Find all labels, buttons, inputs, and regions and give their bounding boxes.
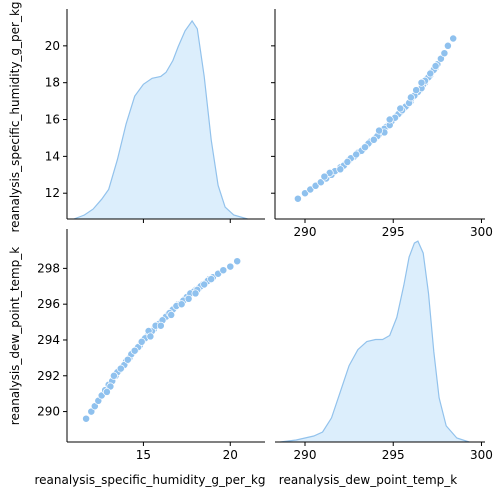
scatter-point <box>412 86 421 95</box>
scatter-point <box>443 41 452 50</box>
scatter-point <box>177 300 186 309</box>
panel-humidity-density <box>73 19 248 220</box>
scatter-point <box>325 168 334 177</box>
scatter-point <box>369 135 378 144</box>
y-axis-label-dewpoint: reanalysis_dew_point_temp_k <box>8 247 22 425</box>
scatter-point <box>82 414 91 423</box>
scatter-point <box>431 62 440 71</box>
y-tick-label: 296 <box>37 297 60 311</box>
scatter-point <box>417 78 426 87</box>
scatter-point <box>449 34 458 43</box>
y-tick-label: 292 <box>37 369 60 383</box>
scatter-point <box>336 165 345 174</box>
kde-line <box>280 240 470 443</box>
x-tick-label: 300 <box>470 225 493 239</box>
scatter-point <box>436 54 445 63</box>
y-tick-label: 18 <box>45 76 60 90</box>
axes-layer: 12 14 16 18 20 290 292 294 296 298 290 295 300 15 20 29… <box>37 9 493 462</box>
y-tick-label: 290 <box>37 405 60 419</box>
scatter-point <box>200 280 209 289</box>
y-tick-label: 20 <box>45 39 60 53</box>
x-tick-label: 300 <box>470 448 493 462</box>
scatter-point <box>301 189 309 198</box>
scatter-point <box>343 157 352 166</box>
scatter-point <box>316 178 325 187</box>
kde-line <box>73 19 248 220</box>
x-tick-label: 290 <box>294 448 317 462</box>
scatter-point <box>406 93 415 102</box>
scatter-point <box>116 364 125 373</box>
scatter-point <box>352 150 361 159</box>
kde-area <box>73 20 248 220</box>
x-tick-label: 20 <box>223 448 238 462</box>
y-tick-label: 16 <box>45 113 60 127</box>
x-tick-label: 15 <box>136 448 151 462</box>
x-tick-label: 295 <box>382 225 405 239</box>
scatter-point <box>137 337 146 346</box>
scatter-point <box>191 289 200 298</box>
scatter-point <box>293 194 302 203</box>
scatter-point <box>233 257 242 266</box>
scatter-point <box>385 115 394 124</box>
panel-humidity-vs-dewpoint-scatter <box>82 257 242 423</box>
y-tick-label: 14 <box>45 149 60 163</box>
scatter-point <box>440 49 449 58</box>
scatter-point <box>219 266 228 275</box>
x-axis-label-humidity: reanalysis_specific_humidity_g_per_kg <box>34 473 265 487</box>
scatter-point <box>207 275 216 284</box>
scatter-point <box>130 346 139 355</box>
scatter-point <box>156 321 165 330</box>
scatter-point <box>167 310 176 319</box>
scatter-point <box>306 185 315 194</box>
scatter-point <box>184 294 193 303</box>
x-tick-label: 290 <box>294 225 317 239</box>
scatter-point <box>109 371 118 380</box>
panel-dewpoint-vs-humidity-scatter <box>293 34 458 203</box>
x-tick-label: 295 <box>382 448 405 462</box>
panel-dewpoint-density <box>280 240 470 443</box>
kde-area <box>280 241 470 442</box>
scatter-point <box>320 172 329 181</box>
scatter-point <box>146 332 155 341</box>
scatter-point <box>226 262 235 271</box>
scatter-point <box>123 355 132 364</box>
y-tick-label: 12 <box>45 186 60 200</box>
scatter-point <box>396 104 405 113</box>
y-tick-label: 294 <box>37 333 60 347</box>
scatter-point <box>375 126 384 135</box>
scatter-point <box>102 387 111 396</box>
x-axis-label-dewpoint: reanalysis_dew_point_temp_k <box>279 473 457 487</box>
scatter-point <box>426 69 435 78</box>
scatter-point <box>361 143 369 152</box>
y-axis-label-humidity: reanalysis_specific_humidity_g_per_kg <box>8 1 22 232</box>
y-tick-label: 298 <box>37 261 60 275</box>
